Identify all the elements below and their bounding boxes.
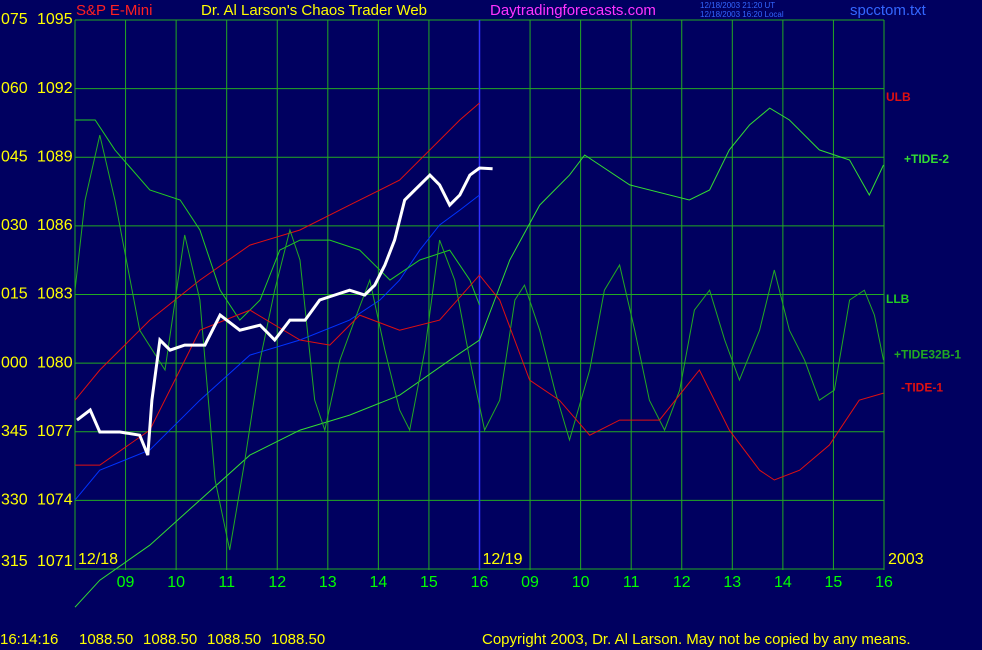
x-tick-label: 10 <box>167 574 185 591</box>
y-tick-label: 1086 <box>37 217 73 234</box>
angle-label: 330 <box>1 492 28 509</box>
x-tick-label: 12 <box>673 574 691 591</box>
timestamp-local: 12/18/2003 16:20 Local <box>700 10 784 19</box>
x-tick-label: 10 <box>572 574 590 591</box>
x-tick-label: 11 <box>218 574 235 591</box>
series-label: +TIDE32B-1 <box>894 347 961 361</box>
year-label: 2003 <box>888 551 924 568</box>
x-tick-label: 11 <box>623 574 640 591</box>
price-line <box>76 166 493 456</box>
x-tick-label: 09 <box>521 574 539 591</box>
series-line <box>75 274 884 481</box>
x-tick-label: 16 <box>471 574 489 591</box>
y-tick-label: 1074 <box>37 492 73 509</box>
timestamp-ut: 12/18/2003 21:20 UT <box>700 1 775 10</box>
symbol: S&P E-Mini <box>76 2 152 19</box>
footer-quote: 1088.50 <box>207 631 261 648</box>
angle-label: 345 <box>1 423 28 440</box>
y-tick-label: 1080 <box>37 354 73 371</box>
copyright: Copyright 2003, Dr. Al Larson. May not b… <box>482 631 911 648</box>
series-line <box>74 102 480 401</box>
y-tick-label: 1095 <box>37 11 73 28</box>
labels: 315 1071 330 1074 345 1077 000 1080 015 1083 030 10… <box>1 11 961 648</box>
chart-title: Dr. Al Larson's Chaos Trader Web <box>201 2 427 19</box>
y-tick-label: 1092 <box>37 80 73 97</box>
series-label: ULB <box>886 90 911 104</box>
y-tick-label: 1083 <box>37 286 73 303</box>
x-tick-label: 15 <box>420 574 438 591</box>
angle-label: 030 <box>1 217 28 234</box>
footer-time: 16:14:16 <box>0 631 58 648</box>
angle-label: 315 <box>1 553 28 570</box>
x-tick-label: 14 <box>369 574 387 591</box>
footer-quote: 1088.50 <box>271 631 325 648</box>
x-tick-label: 16 <box>875 574 893 591</box>
series-label: +TIDE-2 <box>904 152 949 166</box>
footer-quote: 1088.50 <box>79 631 133 648</box>
y-tick-label: 1077 <box>37 423 73 440</box>
angle-label: 045 <box>1 148 28 165</box>
x-tick-label: 15 <box>825 574 843 591</box>
price-line <box>74 194 480 501</box>
site: Daytradingforecasts.com <box>490 2 656 19</box>
series-line <box>74 134 884 551</box>
footer-quote: 1088.50 <box>143 631 197 648</box>
x-tick-label: 13 <box>319 574 337 591</box>
date-label: 12/19 <box>483 551 523 568</box>
x-tick-label: 12 <box>268 574 286 591</box>
x-tick-label: 09 <box>117 574 135 591</box>
date-label: 12/18 <box>78 551 118 568</box>
y-tick-label: 1071 <box>37 553 73 570</box>
angle-label: 060 <box>1 80 28 97</box>
series-line <box>74 107 884 608</box>
angle-label: 000 <box>1 354 28 371</box>
plot-area <box>74 102 884 608</box>
series-label: -TIDE-1 <box>901 380 943 394</box>
x-tick-label: 13 <box>723 574 741 591</box>
x-tick-label: 14 <box>774 574 792 591</box>
y-tick-label: 1089 <box>37 148 73 165</box>
angle-label: 075 <box>1 11 28 28</box>
series-line <box>75 119 480 321</box>
series-label: LLB <box>886 292 910 306</box>
angle-label: 015 <box>1 286 28 303</box>
file-name: spcctom.txt <box>850 2 927 19</box>
